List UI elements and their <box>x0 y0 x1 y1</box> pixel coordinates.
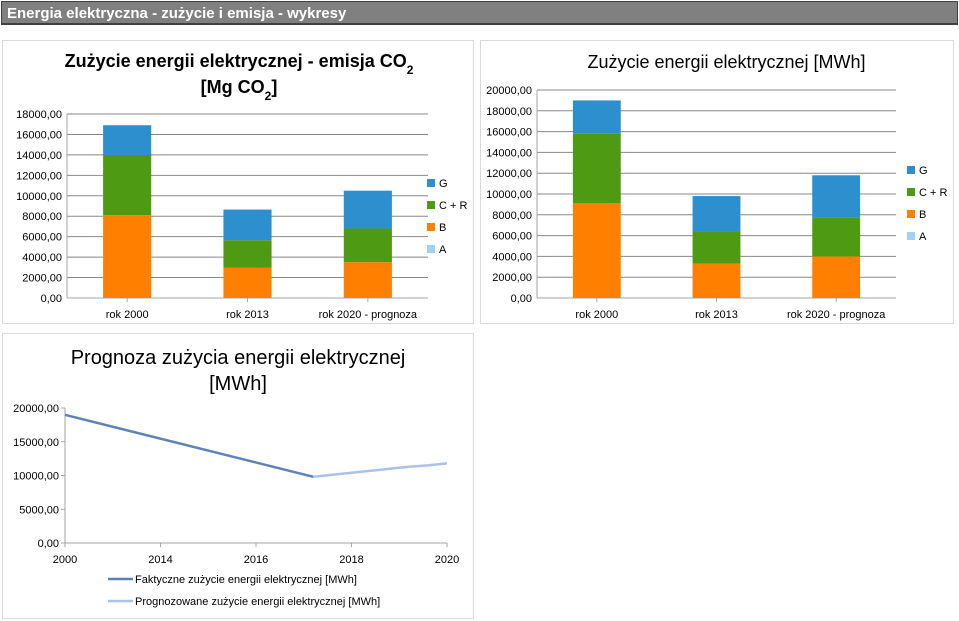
y-tick-label: 12000,00 <box>486 168 532 180</box>
x-tick-label: rok 2000 <box>106 309 149 321</box>
legend-label: C + R <box>439 200 467 212</box>
bar-g-1 <box>692 196 741 232</box>
bar-b-1 <box>223 267 272 298</box>
legend-label: C + R <box>919 187 947 199</box>
chart-forecast-svg: Prognoza zużycia energii elektrycznej [MW… <box>13 347 459 608</box>
bar-b-1 <box>692 263 741 298</box>
x-tick-label: 2014 <box>148 554 172 566</box>
x-tick-label: rok 2020 - prognoza <box>319 309 418 321</box>
legend-swatch <box>907 166 915 174</box>
legend-label: Prognozowane zużycie energii elektryczne… <box>135 596 380 608</box>
y-tick-label: 18000,00 <box>16 109 62 121</box>
y-tick-label: 16000,00 <box>16 129 62 141</box>
series-line-0 <box>64 413 314 479</box>
y-tick-label: 4000,00 <box>22 252 62 264</box>
y-tick-label: 2000,00 <box>22 273 62 285</box>
y-tick-label: 14000,00 <box>486 147 532 159</box>
y-tick-label: 5000,00 <box>19 504 59 516</box>
y-tick-label: 10000,00 <box>13 471 59 483</box>
bar-b-0 <box>103 215 152 298</box>
legend-label: G <box>439 178 448 190</box>
y-tick-label: 18000,00 <box>486 106 532 118</box>
x-tick-label: 2018 <box>339 554 363 566</box>
y-tick-label: 15000,00 <box>13 437 59 449</box>
bar-g-0 <box>572 100 621 134</box>
sheet-title: Energia elektryczna - zużycie i emisja -… <box>7 5 347 22</box>
y-tick-label: 12000,00 <box>16 170 62 182</box>
chart-title-subscript: 2 <box>265 89 272 103</box>
y-tick-label: 6000,00 <box>492 231 532 243</box>
x-tick-label: rok 2013 <box>695 309 738 321</box>
legend-label: Faktyczne zużycie energii elektrycznej [… <box>135 574 357 586</box>
legend-label: B <box>439 222 446 234</box>
y-tick-label: 8000,00 <box>492 210 532 222</box>
bar-cr-2 <box>343 228 392 263</box>
chart-title-line1: Zużycie energii elektrycznej - emisja CO… <box>65 51 414 77</box>
bar-b-2 <box>343 262 392 298</box>
x-tick-label: 2000 <box>53 554 77 566</box>
chart-title-line2: [Mg CO2] <box>201 77 278 103</box>
legend-swatch <box>427 179 435 187</box>
y-tick-label: 4000,00 <box>492 251 532 263</box>
bar-cr-0 <box>103 154 152 216</box>
bar-cr-1 <box>223 240 272 268</box>
y-tick-label: 10000,00 <box>486 189 532 201</box>
chart-title-subscript: 2 <box>407 63 414 77</box>
bar-cr-2 <box>812 217 861 257</box>
bar-cr-0 <box>572 133 621 204</box>
legend-label: A <box>439 244 447 256</box>
legend-swatch <box>427 223 435 231</box>
bar-cr-1 <box>692 231 741 264</box>
y-tick-label: 0,00 <box>38 538 59 550</box>
y-tick-label: 6000,00 <box>22 232 62 244</box>
chart-title-text: ] <box>271 77 277 97</box>
chart-consumption-forecast[interactable]: Prognoza zużycia energii elektrycznej [MW… <box>2 333 474 619</box>
y-tick-label: 16000,00 <box>486 127 532 139</box>
y-tick-label: 10000,00 <box>16 191 62 203</box>
chart-title-text: Zużycie energii elektrycznej - emisja CO <box>65 51 407 71</box>
y-tick-label: 20000,00 <box>13 403 59 415</box>
chart-mwh-svg: Zużycie energii elektrycznej [MWh] 0,00 20… <box>486 52 947 321</box>
bar-b-0 <box>572 203 621 298</box>
sheet-title-bar: Energia elektryczna - zużycie i emisja -… <box>1 1 958 25</box>
x-tick-label: 2016 <box>244 554 268 566</box>
bar-g-0 <box>103 125 152 155</box>
legend-swatch <box>907 210 915 218</box>
x-tick-label: 2020 <box>435 554 459 566</box>
chart-title-line2: [MWh] <box>209 373 267 395</box>
chart-title: Zużycie energii elektrycznej [MWh] <box>587 52 865 72</box>
legend-label: A <box>919 231 927 243</box>
bar-g-1 <box>223 209 272 241</box>
series-line-1 <box>313 462 448 479</box>
y-tick-label: 8000,00 <box>22 211 62 223</box>
x-tick-label: rok 2000 <box>575 309 618 321</box>
legend-swatch <box>907 232 915 240</box>
chart-title-text: [Mg CO <box>201 77 265 97</box>
legend-swatch <box>427 201 435 209</box>
y-tick-label: 0,00 <box>41 293 62 305</box>
legend-label: B <box>919 209 926 221</box>
chart-co2-emission[interactable]: Zużycie energii elektrycznej - emisja CO… <box>2 40 474 324</box>
legend-swatch <box>427 245 435 253</box>
chart-title-line1: Prognoza zużycia energii elektrycznej <box>71 347 406 369</box>
bar-b-2 <box>812 256 861 298</box>
legend-label: G <box>919 165 928 177</box>
x-tick-label: rok 2020 - prognoza <box>787 309 886 321</box>
y-tick-label: 2000,00 <box>492 272 532 284</box>
chart-energy-consumption[interactable]: Zużycie energii elektrycznej [MWh] 0,00 20… <box>480 40 954 324</box>
bar-g-2 <box>812 175 861 218</box>
y-tick-label: 0,00 <box>511 293 532 305</box>
chart-co2-svg: Zużycie energii elektrycznej - emisja CO… <box>16 51 467 321</box>
x-tick-label: rok 2013 <box>226 309 269 321</box>
y-tick-label: 14000,00 <box>16 150 62 162</box>
legend-swatch <box>907 188 915 196</box>
y-tick-label: 20000,00 <box>486 85 532 97</box>
bar-g-2 <box>343 190 392 229</box>
